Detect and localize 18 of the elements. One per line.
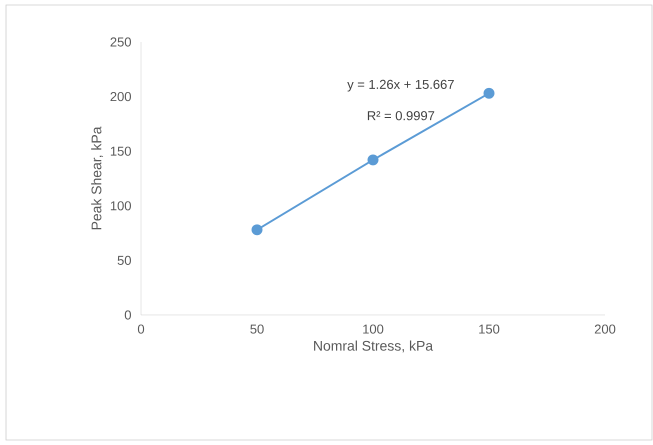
x-tick-label: 0 bbox=[138, 324, 144, 334]
annotation: R² = 0.9997 bbox=[368, 111, 434, 120]
y-axis-title: Peak Shear, kPa bbox=[91, 126, 104, 230]
point bbox=[484, 88, 494, 99]
y-tick-label: 0 bbox=[124, 310, 131, 320]
x-tick-label: 150 bbox=[479, 324, 500, 334]
x-tick-label: 50 bbox=[250, 324, 264, 334]
y-tick-label: 100 bbox=[110, 201, 131, 210]
y-tick-label: 200 bbox=[110, 92, 131, 102]
point bbox=[368, 154, 378, 166]
x-axis-title: Nomral Stress, kPa bbox=[314, 340, 434, 352]
y-tick-label: 150 bbox=[110, 146, 131, 156]
point bbox=[252, 224, 262, 236]
y-tick-label: 50 bbox=[118, 256, 131, 265]
y-tick-label: 250 bbox=[110, 37, 131, 47]
annotation: y = 1.26x + 15.667 bbox=[347, 80, 454, 92]
x-tick-label: 200 bbox=[594, 324, 616, 334]
x-tick-label: 100 bbox=[363, 324, 384, 334]
